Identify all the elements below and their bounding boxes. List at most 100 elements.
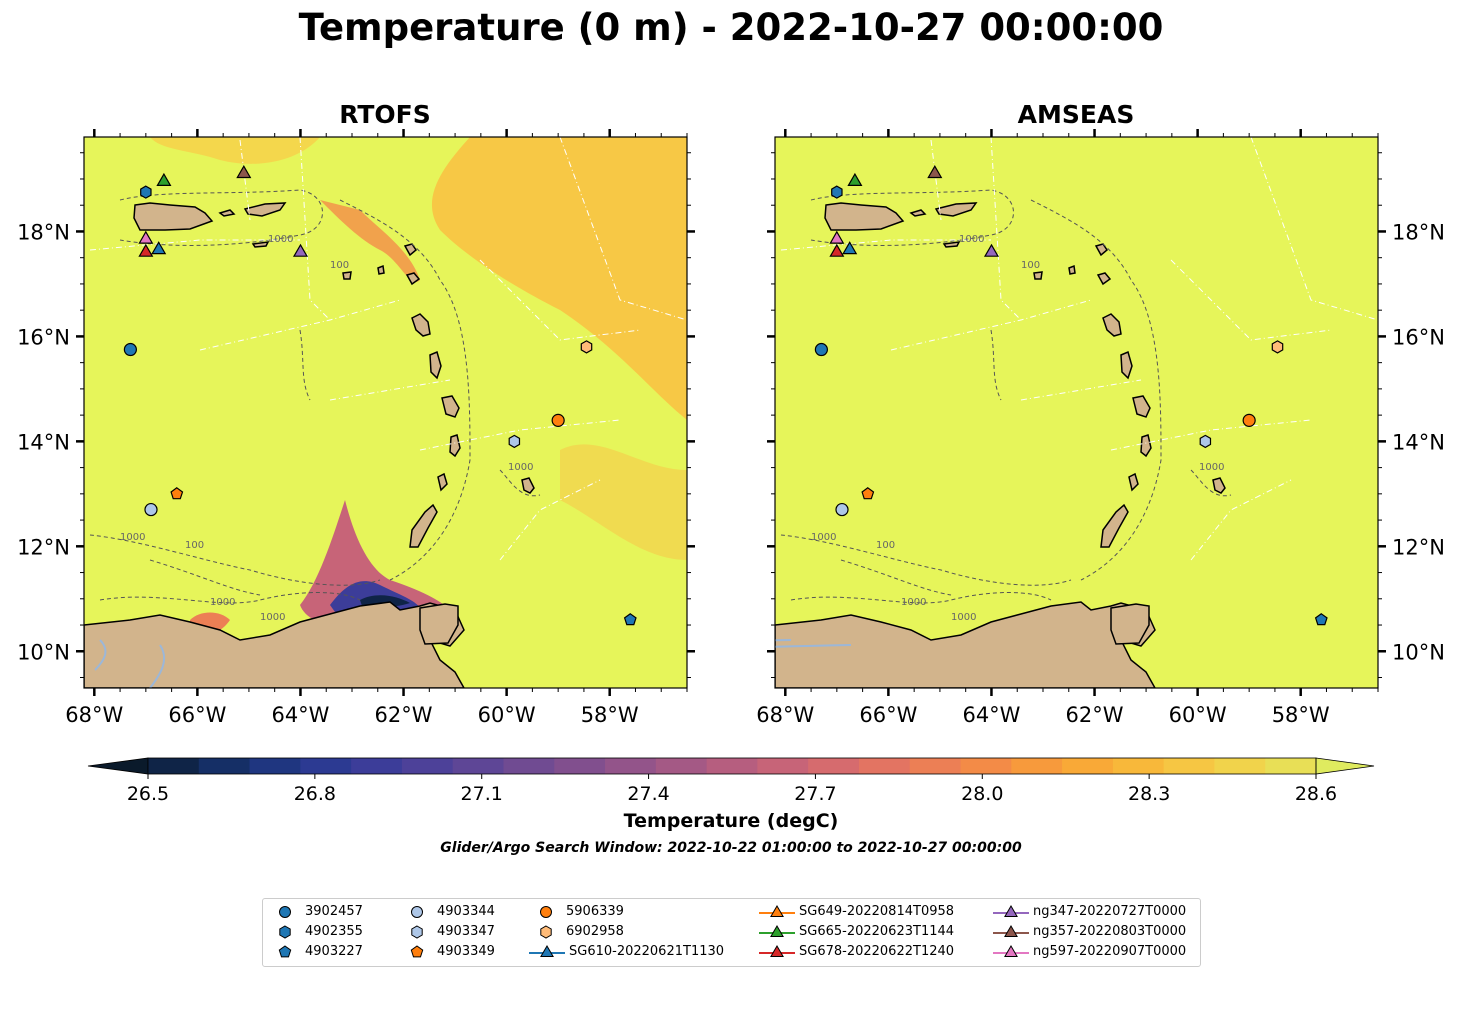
colorbar-swatch <box>1011 758 1063 774</box>
marker-4902355 <box>140 185 152 199</box>
search-window-note: Glider/Argo Search Window: 2022-10-22 01… <box>440 840 1022 856</box>
legend-marker-icon <box>993 925 1029 937</box>
colorbar-tick-label: 27.4 <box>627 783 669 805</box>
marker-4903349 <box>170 487 184 500</box>
marker-4903227 <box>623 613 637 626</box>
colorbar-tick-label: 26.8 <box>294 783 336 805</box>
marker-SG678-20220622T1240 <box>829 243 845 257</box>
marker-SG665-20220623T1144 <box>847 172 863 186</box>
contour-label: 1000 <box>959 234 984 245</box>
contour-label: 1000 <box>508 462 533 473</box>
contour-label: 1000 <box>210 597 235 608</box>
map-field: 1000 100 1000 1000 1000 100 1000 <box>775 137 1378 688</box>
marker-SG610-20220621T1130 <box>842 241 858 255</box>
lat-tick-label: 18°N <box>17 220 70 244</box>
legend-marker-icon <box>411 925 423 939</box>
colorbar-swatch <box>1214 758 1266 774</box>
colorbar-swatch <box>452 758 504 774</box>
colorbar-extend-high <box>1315 757 1375 775</box>
colorbar-swatch <box>655 758 708 774</box>
marker-4903344 <box>835 502 849 517</box>
lon-tick-label: 58°W <box>581 703 639 727</box>
colorbar-swatch <box>706 758 758 774</box>
marker-SG678-20220622T1240 <box>138 243 154 257</box>
marker-4903347 <box>1199 434 1212 449</box>
lat-tick-label: 14°N <box>1392 430 1445 454</box>
map-field: 1000 100 1000 1000 1000 100 1000 <box>84 137 687 688</box>
marker-ng357-20220803T0000 <box>927 164 943 179</box>
lat-tick-label: 16°N <box>17 325 70 349</box>
figure-title: Temperature (0 m) - 2022-10-27 00:00:00 <box>298 6 1164 49</box>
marker-ng347-20220727T0000 <box>983 243 1000 257</box>
legend-marker-icon <box>279 906 291 918</box>
lat-tick-label: 14°N <box>17 430 70 454</box>
colorbar-extend-low <box>87 757 149 775</box>
legend-marker-icon <box>540 925 552 939</box>
legend-marker-icon <box>278 945 292 958</box>
marker-4902355 <box>831 185 843 199</box>
marker-5906339 <box>551 413 565 427</box>
colorbar-swatch <box>300 758 352 774</box>
contour-label: 1000 <box>811 532 836 543</box>
marker-3902457 <box>814 342 828 357</box>
lon-tick-label: 66°W <box>168 703 226 727</box>
marker-ng597-20220907T0000 <box>829 230 845 244</box>
colorbar-swatch <box>503 758 555 774</box>
colorbar-tick-label: 28.0 <box>961 783 1003 805</box>
legend-label: ng597-20220907T0000 <box>1033 944 1187 959</box>
legend-label: SG649-20220814T0958 <box>799 904 955 919</box>
colorbar-swatch <box>1112 758 1165 774</box>
colorbar-swatch <box>1163 758 1215 774</box>
lon-tick-label: 60°W <box>1169 703 1227 727</box>
marker-6902958 <box>1271 340 1284 354</box>
marker-4903349 <box>861 487 875 500</box>
marker-5906339 <box>1242 413 1256 427</box>
legend-label: 4902355 <box>305 924 363 939</box>
marker-4903347 <box>508 434 521 449</box>
marker-ng597-20220907T0000 <box>138 230 154 244</box>
legend-label: 4903349 <box>437 944 495 959</box>
colorbar-swatch <box>198 758 251 774</box>
legend-marker-icon <box>759 945 795 957</box>
legend-label: SG665-20220623T1144 <box>799 924 955 939</box>
legend-marker-icon <box>759 905 795 917</box>
lat-tick-label: 12°N <box>1392 535 1445 559</box>
lon-tick-label: 64°W <box>962 703 1020 727</box>
lat-tick-label: 16°N <box>1392 325 1445 349</box>
contour-label: 1000 <box>951 612 976 623</box>
contour-label: 100 <box>185 540 204 551</box>
lat-tick-label: 10°N <box>17 640 70 664</box>
legend-label: 4903227 <box>305 944 363 959</box>
legend-label: ng347-20220727T0000 <box>1033 904 1187 919</box>
legend-label: SG678-20220622T1240 <box>799 944 955 959</box>
colorbar-tick-label: 28.6 <box>1295 783 1337 805</box>
marker-4903227 <box>1314 613 1328 626</box>
legend-marker-icon <box>279 925 291 939</box>
colorbar-tick-label: 27.1 <box>461 783 503 805</box>
colorbar-swatch <box>858 758 911 774</box>
marker-6902958 <box>580 340 593 354</box>
lon-tick-label: 62°W <box>1066 703 1124 727</box>
contour-label: 1000 <box>901 597 926 608</box>
legend-marker-icon <box>411 906 423 918</box>
colorbar-swatch <box>909 758 962 774</box>
colorbar: 26.5 26.8 27.1 27.4 27.7 28.0 28.3 28.6 <box>87 757 1375 805</box>
marker-ng347-20220727T0000 <box>292 243 309 257</box>
lat-tick-label: 12°N <box>17 535 70 559</box>
lon-tick-label: 60°W <box>478 703 536 727</box>
contour-label: 1000 <box>1199 462 1224 473</box>
colorbar-swatch <box>554 758 606 774</box>
legend-label: ng357-20220803T0000 <box>1033 924 1187 939</box>
marker-SG665-20220623T1144 <box>156 172 172 186</box>
legend-label: 6902958 <box>566 924 624 939</box>
legend-label: SG610-20220621T1130 <box>569 944 725 959</box>
map-panel-rtofs: 1000 100 1000 1000 1000 100 1000 68°W 66°W 64°W 62… <box>17 129 695 727</box>
colorbar-swatch <box>401 758 454 774</box>
map-panel-amseas: 1000 100 1000 1000 1000 100 1000 68°W 66°W 64°W 62… <box>756 129 1445 727</box>
legend-marker-icon <box>759 925 795 937</box>
legend-marker-icon <box>993 945 1029 957</box>
legend: 3902457 4902355 4903227 4903344 4903347 49033… <box>262 898 1201 967</box>
legend-marker-icon <box>410 945 424 958</box>
colorbar-swatch <box>249 758 301 774</box>
colorbar-label: Temperature (degC) <box>623 810 839 832</box>
